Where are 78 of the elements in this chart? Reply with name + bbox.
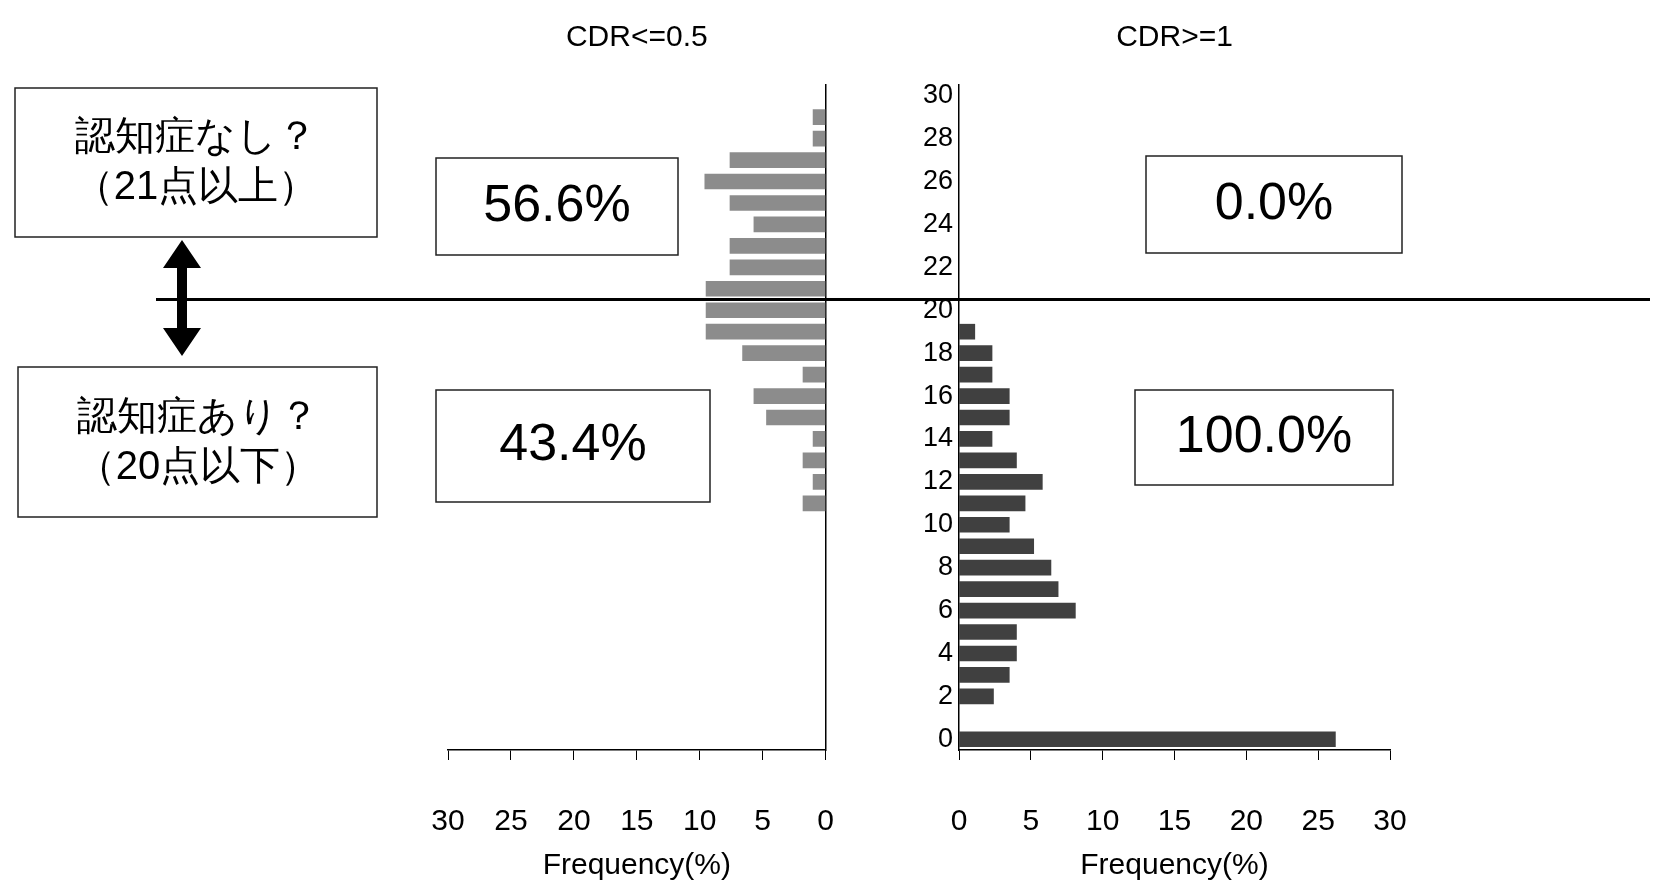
bar [802,495,826,512]
bar [959,688,994,705]
bar [959,409,1010,426]
bar [812,474,826,490]
bar [959,431,993,447]
x-tick-label: 20 [557,803,591,837]
y-tick-label: 0 [937,722,953,753]
bar [802,452,826,469]
x-tick-label: 15 [620,803,654,837]
x-tick-label: 30 [431,803,465,837]
bar [705,280,826,297]
bar [959,366,993,383]
bar [959,474,1043,490]
text: 認知症あり？ [77,393,319,438]
x-axis-title: Frequency(%) [542,847,732,881]
x-tick-label: 15 [1157,803,1192,837]
x-tick-label: 30 [1373,803,1407,837]
bar [705,323,826,340]
x-tick-label: 20 [1229,803,1264,837]
bar [959,323,976,340]
bar [729,259,826,276]
annotation: 56.6% [483,174,631,233]
bar [802,366,826,383]
y-tick-label: 6 [937,594,953,625]
chart-title: CDR<=0.5 [565,19,708,53]
bar [959,345,993,361]
bar [742,345,826,361]
y-tick-label: 16 [922,379,953,410]
bar [753,388,826,404]
y-tick-label: 30 [922,79,953,110]
text: （20点以下） [75,443,321,488]
y-tick-label: 14 [922,422,953,453]
bar [812,431,826,447]
y-tick-label: 26 [922,164,953,195]
bar [812,130,826,147]
bar [812,109,826,126]
x-axis-title: Frequency(%) [1080,847,1269,881]
bar [959,388,1010,404]
x-tick-label: 25 [1301,803,1335,837]
bar [959,667,1010,683]
y-tick-label: 12 [922,465,953,496]
annotation: 0.0% [1214,172,1334,231]
x-tick-label: 5 [754,803,772,837]
bar [729,152,826,168]
x-tick-label: 5 [1022,803,1040,837]
bar [959,602,1076,619]
bar [729,195,826,211]
bar [959,495,1026,512]
y-tick-label: 10 [922,508,953,539]
bar [959,624,1017,640]
bar [705,302,826,319]
bar [766,409,826,426]
annotation: 100.0% [1175,405,1353,464]
x-tick-label: 10 [1085,803,1120,837]
bar [959,645,1017,662]
bar [959,516,1010,533]
y-tick-label: 4 [937,636,953,667]
bar [959,731,1336,748]
text: （21点以上） [73,163,319,208]
y-tick-label: 22 [922,250,953,281]
text: 認知症なし？ [75,113,317,158]
bar [729,238,826,254]
y-tick-label: 24 [922,207,953,238]
x-tick-label: 25 [494,803,528,837]
y-tick-label: 8 [937,551,953,582]
y-tick-label: 28 [922,122,953,153]
y-tick-label: 2 [937,679,953,710]
bar [959,581,1059,597]
bar [704,173,826,190]
chart-title: CDR>=1 [1116,19,1233,53]
bar [959,538,1035,555]
annotation: 43.4% [499,413,647,472]
bar [959,559,1052,576]
y-tick-label: 18 [922,336,953,367]
bar [753,216,826,233]
x-tick-label: 0 [817,803,834,837]
x-tick-label: 10 [683,803,717,837]
bar [959,452,1017,469]
